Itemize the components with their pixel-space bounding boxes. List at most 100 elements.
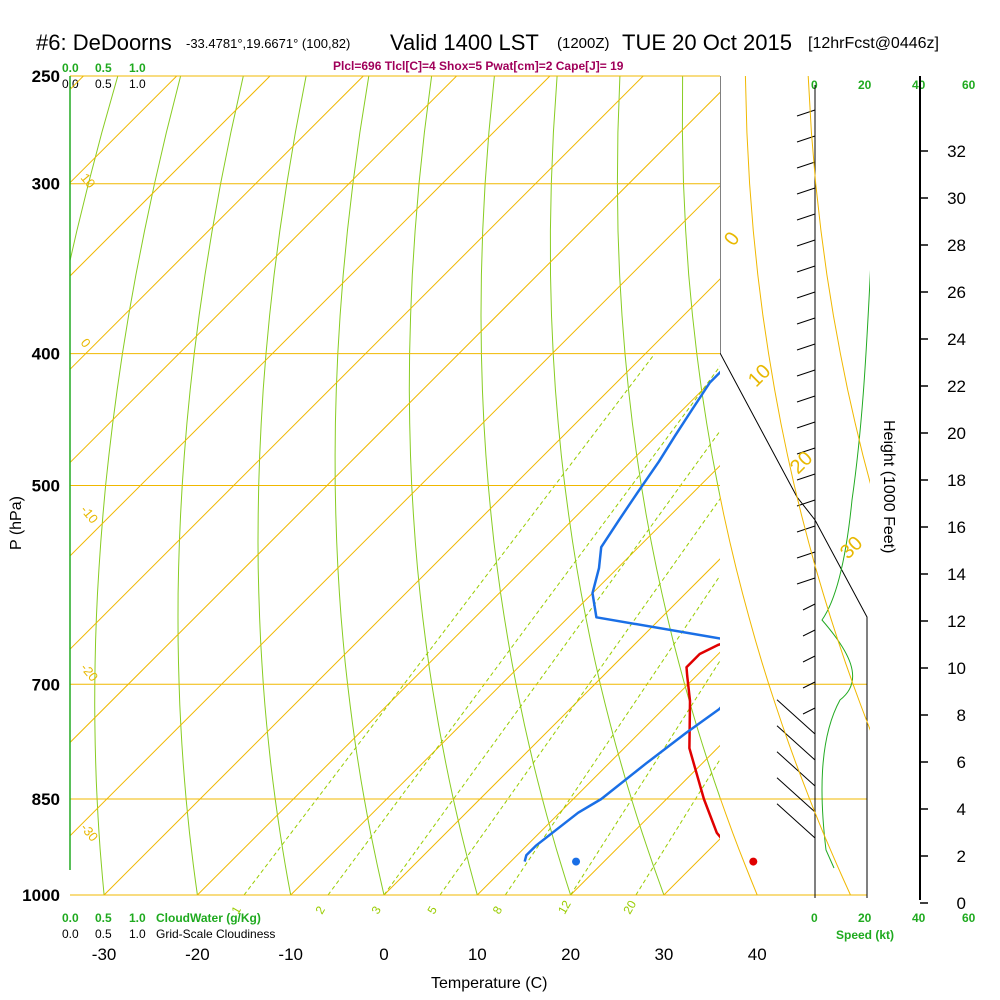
- height-label-2: 2: [957, 847, 966, 866]
- dry-adiabat-right-50: [720, 493, 851, 896]
- dry-adiabat-right-40: [720, 796, 758, 896]
- dry-adiabat-10: [408, 76, 478, 896]
- isotherm-50: [851, 76, 1000, 895]
- dry-adiabats: [70, 76, 1000, 896]
- pressure-label-850: 850: [32, 790, 60, 809]
- y-axis-label: P (hPa): [8, 496, 25, 550]
- wind-panel-outline: [720, 76, 868, 898]
- mixing-ratio-label-12: 12: [555, 898, 574, 917]
- dry-adiabat-right-60: [744, 76, 870, 731]
- sounding-lines: [523, 213, 964, 862]
- wind-speed-profile: [821, 270, 870, 869]
- dry-adiabats-right: [720, 76, 1000, 896]
- wind-barb-8: [796, 317, 816, 325]
- scale-bot-green-2: 1.0: [129, 911, 146, 925]
- temp-tick-40: 40: [748, 945, 767, 964]
- wind-barb-27: [776, 777, 816, 813]
- wind-barbs: [776, 109, 816, 839]
- speed-label: Speed (kt): [836, 928, 894, 942]
- mixing-ratio-label-8: 8: [490, 903, 506, 916]
- height-label-12: 12: [947, 612, 966, 631]
- cloudiness-label: Grid-Scale Cloudiness: [156, 927, 275, 941]
- wind-barb-11: [796, 395, 816, 403]
- isotherm-label--20: -20: [78, 660, 102, 684]
- pressure-label-700: 700: [32, 675, 60, 694]
- wind-barb-15: [796, 499, 816, 507]
- scale-top-green-1: 0.5: [95, 61, 112, 75]
- dry-adiabat-30: [549, 76, 665, 896]
- wind-barb-3: [796, 187, 816, 195]
- dry-adiabat-0: [334, 76, 385, 896]
- pressure-label-300: 300: [32, 175, 60, 194]
- wind-panel: [720, 76, 870, 898]
- wind-barb-12: [796, 421, 816, 429]
- dry-adiabat-right-90: [934, 76, 1000, 895]
- isotherm-20: [570, 744, 720, 896]
- wind-barb-14: [796, 473, 816, 481]
- temp-tick--10: -10: [278, 945, 303, 964]
- isotherm--100: [70, 76, 271, 277]
- speed-axis-top: 0 20 40 60: [811, 78, 976, 92]
- height-label-30: 30: [947, 189, 966, 208]
- dry-adiabat-100: [997, 76, 1000, 895]
- height-label-14: 14: [947, 565, 966, 584]
- title-date: TUE 20 Oct 2015: [622, 30, 792, 55]
- scale-top-green-0: 0.0: [62, 61, 79, 75]
- wind-barb-16: [796, 525, 816, 533]
- dry-adiabat-label-30: 30: [836, 532, 867, 563]
- mixing-ratio-line-8: [504, 574, 720, 896]
- speed-bot-0: 0: [811, 911, 818, 925]
- wind-barb-13: [796, 447, 816, 455]
- scale-bot-black-1: 0.5: [95, 927, 112, 941]
- wind-barb-24: [776, 699, 816, 735]
- pressure-label-400: 400: [32, 345, 60, 364]
- dry-adiabat-right-70: [807, 76, 870, 485]
- dry-adiabat-40: [616, 76, 720, 800]
- height-label-28: 28: [947, 236, 966, 255]
- height-label-32: 32: [947, 142, 966, 161]
- wind-barb-28: [776, 803, 816, 839]
- temp-tick--20: -20: [185, 945, 210, 964]
- scale-top-green-2: 1.0: [129, 61, 146, 75]
- dry-adiabat--10: [257, 76, 307, 896]
- title-valid: Valid 1400 LST: [390, 30, 539, 55]
- dry-adiabat-right-100: [997, 76, 1000, 895]
- scale-top-black-1: 0.5: [95, 77, 112, 91]
- speed-top-2: 40: [912, 78, 926, 92]
- series-line-parcel: [878, 213, 964, 345]
- mixing-ratio-lines: [243, 353, 720, 896]
- title-forecast: [12hrFcst@0446z]: [808, 35, 939, 52]
- mixing-ratio-line-12: [570, 659, 720, 896]
- isotherm-label-10: 10: [78, 170, 99, 191]
- height-label-6: 6: [957, 753, 966, 772]
- wind-barb-2: [796, 161, 816, 169]
- x-axis-label: Temperature (C): [431, 975, 547, 992]
- scale-bot-green-1: 0.5: [95, 911, 112, 925]
- dry-adiabat-label-0: 0: [720, 228, 744, 250]
- pressure-label-1000: 1000: [22, 886, 60, 905]
- isotherm-label--10: -10: [78, 502, 102, 526]
- height-label-26: 26: [947, 283, 966, 302]
- height-label-18: 18: [947, 471, 966, 490]
- speed-top-1: 20: [858, 78, 872, 92]
- temp-tick--30: -30: [92, 945, 117, 964]
- mixing-ratio-line-3: [383, 430, 720, 896]
- dry-adiabat--20: [177, 76, 244, 896]
- mixing-ratio-label-2: 2: [312, 903, 328, 916]
- height-label-4: 4: [957, 800, 966, 819]
- wind-barb-21: [802, 655, 816, 663]
- isotherm--80: [70, 76, 457, 464]
- axis-ticks: -30 -20 -10 0 10 20 30 40: [92, 945, 767, 964]
- mixing-ratio-line-20: [635, 758, 720, 896]
- mixing-ratio-label-5: 5: [424, 903, 440, 916]
- wind-barb-19: [802, 603, 816, 611]
- dry-adiabat-label-20: 20: [786, 447, 817, 478]
- wind-barb-9: [796, 343, 816, 351]
- scale-top-black-2: 1.0: [129, 77, 146, 91]
- temp-tick-20: 20: [561, 945, 580, 964]
- series-line-temperature: [685, 642, 720, 839]
- mixing-ratio-line-2: [327, 365, 720, 896]
